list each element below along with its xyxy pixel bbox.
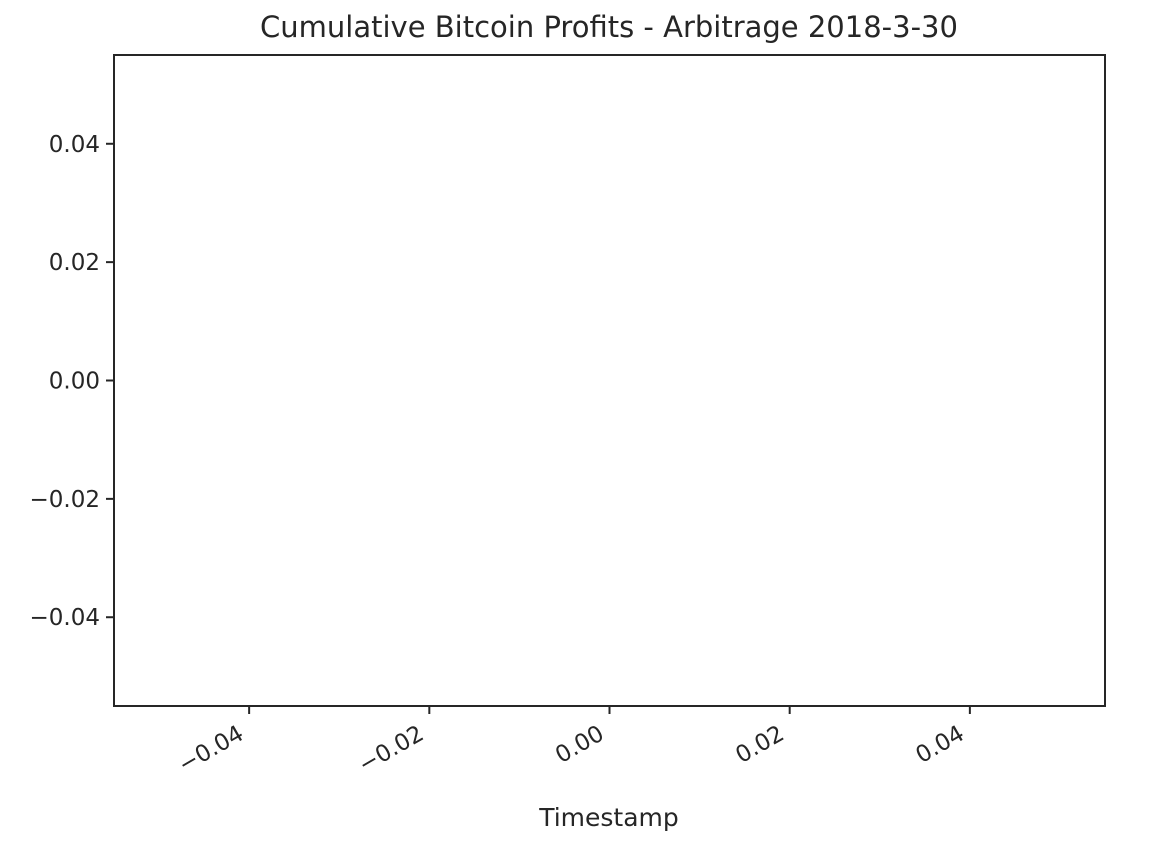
chart-title: Cumulative Bitcoin Profits - Arbitrage 2… <box>260 10 958 44</box>
y-axis-ticks: 0.04 0.02 0.00 −0.02 −0.04 <box>30 132 114 631</box>
y-tick-label: 0.00 <box>49 369 100 395</box>
y-tick-label: −0.04 <box>30 605 100 631</box>
y-tick-label: −0.02 <box>30 487 100 513</box>
y-tick-label: 0.04 <box>49 132 100 158</box>
x-axis-label: Timestamp <box>538 803 679 832</box>
y-tick-label: 0.02 <box>49 250 100 276</box>
